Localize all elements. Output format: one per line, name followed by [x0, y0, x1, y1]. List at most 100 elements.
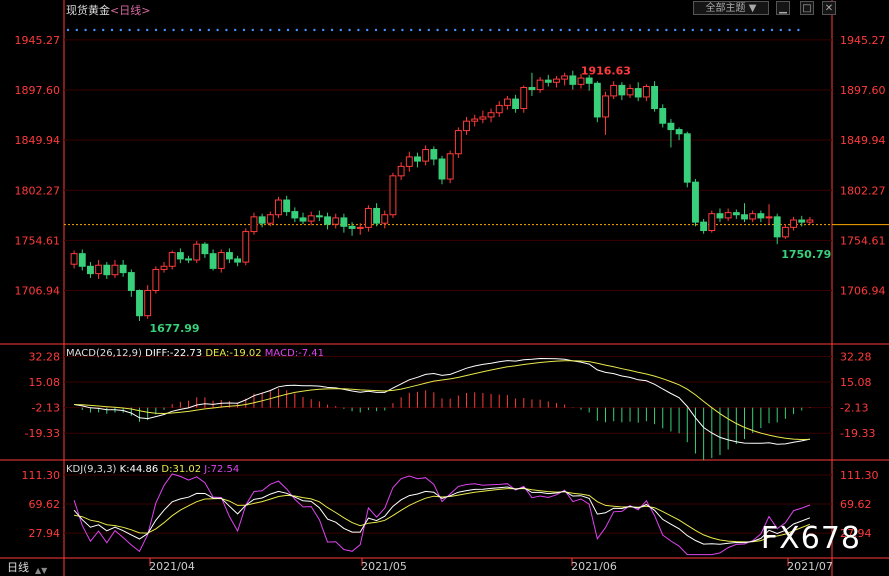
instrument-name: 现货黄金: [66, 4, 110, 17]
signal-dot: [410, 28, 413, 32]
kdj-tick-label: 27.94: [29, 527, 61, 540]
candle-body: [651, 85, 659, 110]
signal-dot: [401, 28, 404, 32]
signal-dot: [242, 28, 246, 32]
macd-tick-label: 32.28: [840, 350, 872, 363]
signal-dot: [550, 28, 554, 32]
theme-select-button[interactable]: 全部主题 ▼: [693, 1, 769, 15]
kdj-j-line: [73, 473, 811, 556]
macd-tick-label: -19.33: [25, 427, 60, 440]
candle-body: [315, 215, 323, 218]
minimize-icon[interactable]: ▁: [776, 1, 790, 15]
candle-body: [471, 118, 479, 122]
candle-body: [95, 264, 103, 275]
signal-dot: [594, 28, 598, 32]
candle-body: [258, 216, 266, 224]
kdj-tick-label: 69.62: [840, 498, 872, 511]
candle-body: [381, 214, 389, 224]
candle-body: [324, 216, 331, 225]
candle-body: [765, 216, 773, 219]
signal-dot: [674, 28, 677, 32]
candle-body: [675, 129, 683, 135]
period-selector[interactable]: 日线: [7, 561, 29, 574]
period-arrows-icon[interactable]: ▲▼: [35, 566, 48, 575]
candle-body: [119, 264, 127, 274]
candle-body: [683, 133, 691, 183]
candle-body: [78, 253, 86, 267]
candle-body: [127, 272, 135, 291]
candle-body: [781, 226, 789, 238]
signal-dot: [383, 28, 386, 32]
y-tick-label: 1945.27: [15, 34, 61, 47]
x-tick-label: 2021/06: [571, 560, 617, 573]
candle-body: [528, 87, 536, 91]
timeframe-label: <日线>: [110, 4, 151, 17]
candle-body: [397, 165, 405, 177]
x-tick-label: 2021/05: [361, 560, 407, 573]
y-tick-label: 1802.27: [15, 184, 61, 197]
macd-tick-label: 15.08: [29, 376, 61, 389]
signal-dot: [682, 28, 686, 32]
signal-dot: [137, 28, 140, 32]
signal-dot: [797, 28, 800, 32]
candle-body: [479, 116, 487, 120]
signal-dot: [66, 28, 70, 32]
signal-dot: [154, 28, 158, 32]
signal-dot: [163, 28, 166, 32]
signal-dot: [190, 28, 193, 32]
kdj-legend: KDJ(9,3,3) K:44.86 D:31.02 J:72.54: [66, 464, 239, 475]
candle-body: [209, 253, 217, 269]
signal-dot: [630, 28, 633, 32]
signal-dot: [330, 28, 334, 32]
kdj-tick-label: 111.30: [22, 469, 61, 482]
signal-dot: [515, 28, 518, 32]
signal-dot: [392, 28, 395, 32]
candle-body: [790, 219, 798, 228]
macd-diff-line: [74, 357, 811, 445]
signal-dot: [146, 28, 149, 32]
signal-dot: [603, 28, 606, 32]
candle-body: [634, 88, 642, 98]
candle-body: [593, 82, 601, 118]
candle-body: [520, 87, 528, 110]
candle-body: [806, 219, 814, 223]
close-icon[interactable]: ✕: [822, 1, 836, 15]
maximize-icon[interactable]: □: [800, 1, 814, 15]
signal-dot: [788, 28, 791, 32]
candle-body: [299, 217, 307, 222]
candle-body: [700, 221, 708, 232]
macd-macd-value: MACD:-7.41: [264, 348, 325, 359]
macd-tick-label: 32.28: [29, 350, 61, 363]
signal-dot: [260, 28, 263, 32]
candle-body: [356, 226, 364, 229]
candle-body: [798, 219, 806, 223]
signal-dot: [691, 28, 694, 32]
candle-body: [642, 85, 650, 98]
signal-dot: [348, 28, 351, 32]
signal-dot: [726, 28, 730, 32]
candle-body: [152, 268, 160, 291]
high-price-label: 1916.63: [581, 65, 631, 78]
candle-body: [626, 88, 634, 96]
candle-body: [373, 207, 381, 224]
signal-dot: [181, 28, 184, 32]
signal-dot: [533, 28, 536, 32]
candle-body: [332, 217, 340, 225]
candle-body: [160, 265, 168, 270]
candle-body: [414, 156, 421, 162]
candle-body: [430, 149, 438, 160]
signal-dot: [638, 28, 642, 32]
signal-dot: [102, 28, 105, 32]
signal-dot: [665, 28, 668, 32]
signal-dot: [656, 28, 659, 32]
candle-body: [618, 84, 626, 96]
candle-body: [553, 78, 560, 83]
signal-dot: [744, 28, 747, 32]
candle-body: [602, 95, 609, 118]
candle-body: [463, 120, 470, 132]
candle-body: [749, 213, 757, 220]
signal-dot: [718, 28, 721, 32]
signal-dot: [84, 28, 87, 32]
signal-dot: [269, 28, 272, 32]
